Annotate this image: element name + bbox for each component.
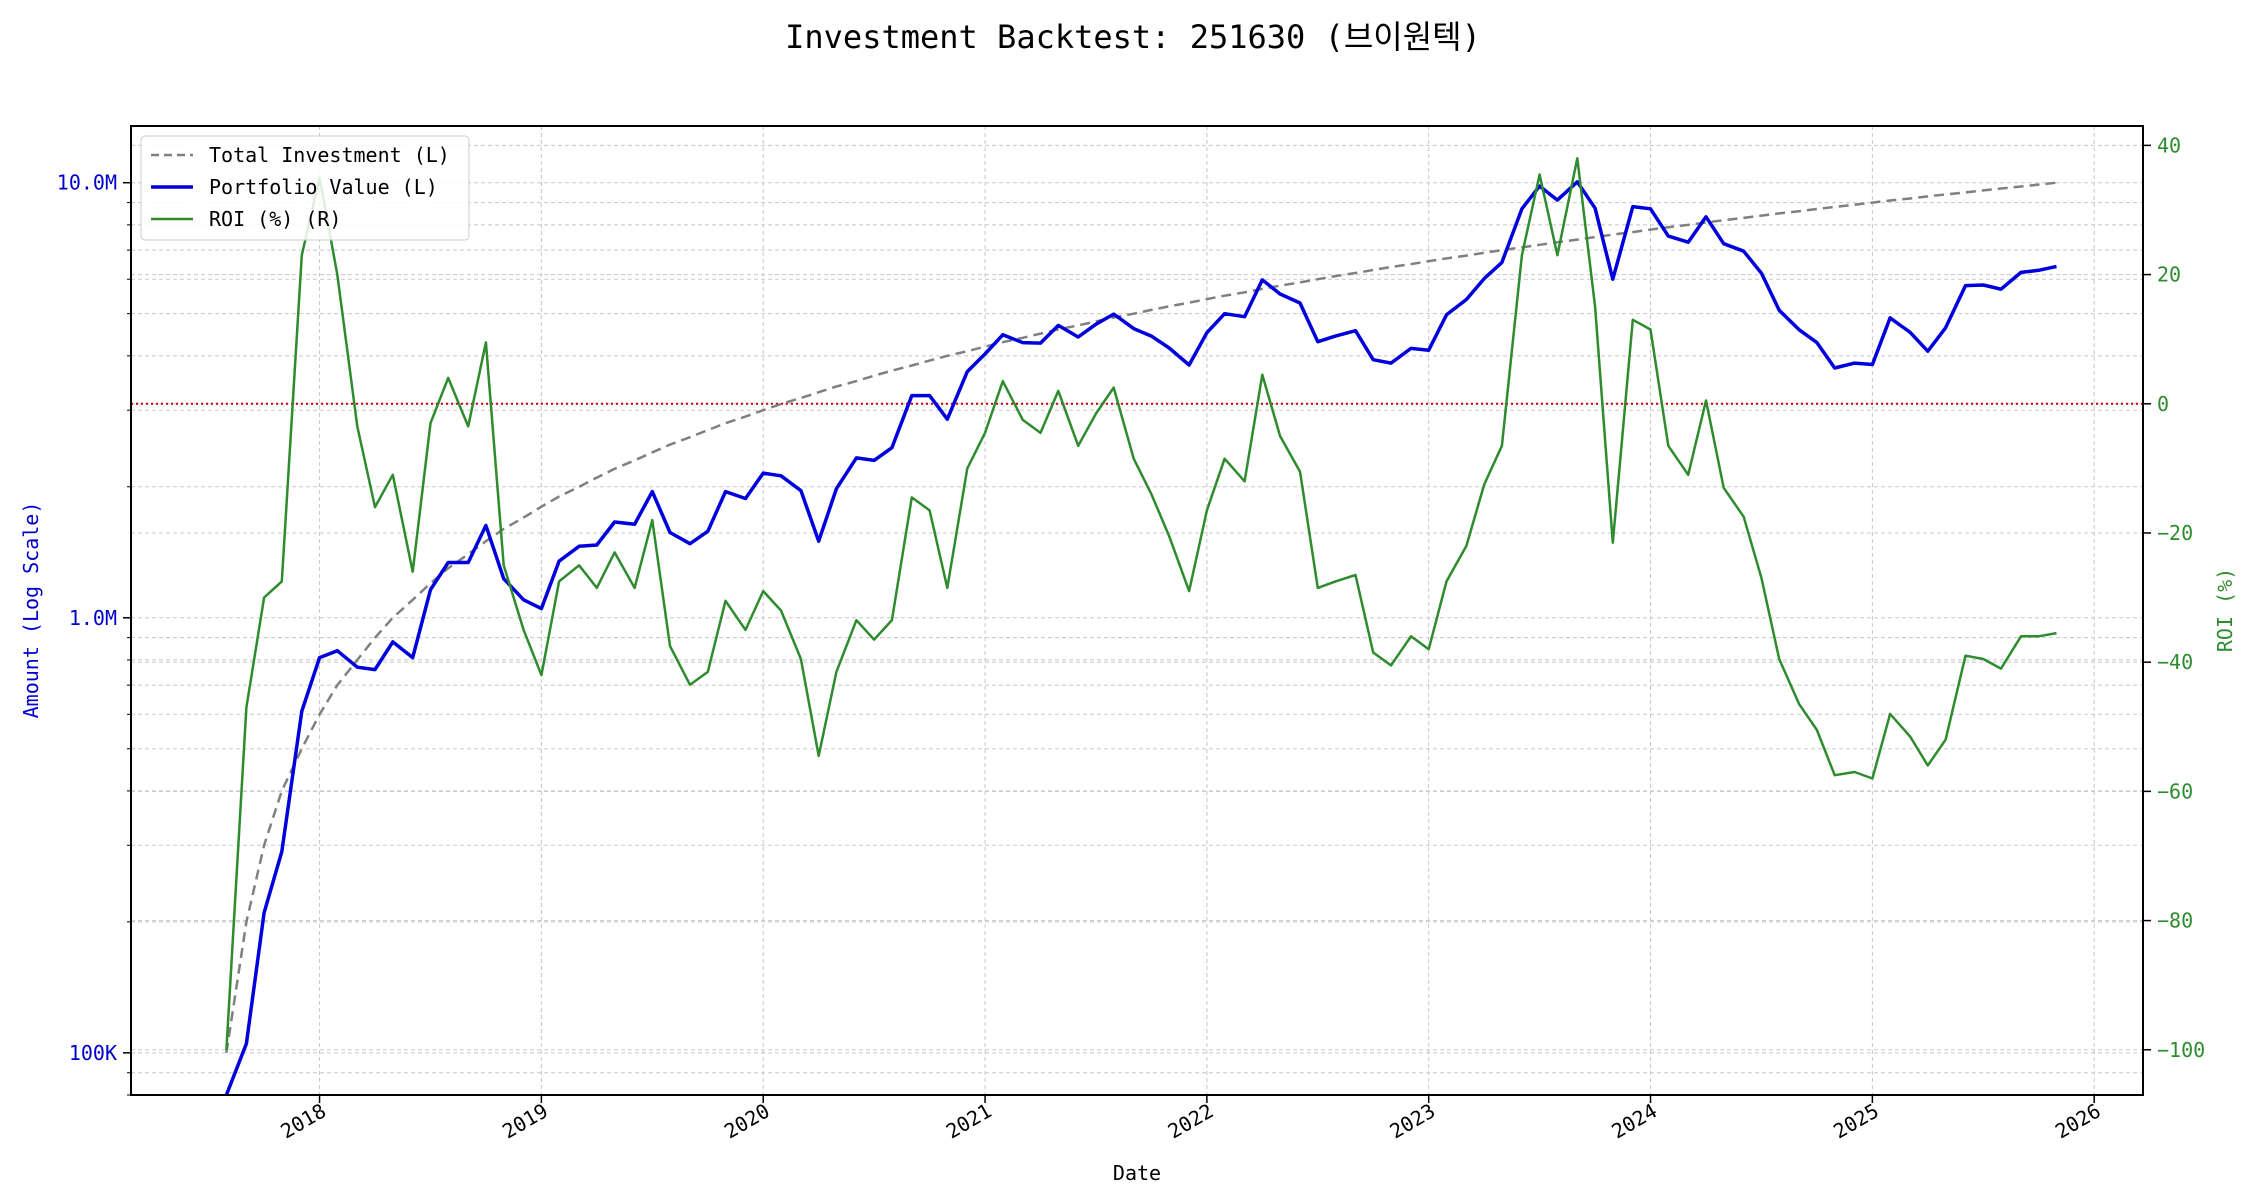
- series-line-0: [225, 181, 2057, 1053]
- x-tick-label: 2024: [1607, 1099, 1661, 1144]
- right-tick-label: 40: [2157, 133, 2181, 157]
- grid: [131, 126, 2143, 1096]
- right-tick-label: −60: [2157, 779, 2193, 803]
- legend-label-2: ROI (%) (R): [209, 207, 341, 231]
- x-axis-label: Date: [1113, 1161, 1161, 1185]
- right-tick-label: −40: [2157, 650, 2193, 674]
- series-line-1: [224, 180, 2057, 1096]
- x-tick-label: 2018: [276, 1099, 330, 1144]
- left-axis: 100K 1.0M 10.0M: [57, 171, 131, 1096]
- x-tick-label: 2025: [1829, 1099, 1883, 1144]
- x-tick-label: 2020: [720, 1099, 774, 1144]
- legend: Total Investment (L) Portfolio Value (L) R…: [140, 135, 470, 241]
- right-tick-label: −20: [2157, 521, 2193, 545]
- right-tick-label: −80: [2157, 909, 2193, 933]
- right-tick-label: 20: [2157, 263, 2181, 287]
- x-tick-label: 2022: [1164, 1099, 1218, 1144]
- series-line-2: [225, 157, 2057, 1050]
- right-tick-label: −100: [2157, 1038, 2205, 1062]
- chart-title: Investment Backtest: 251630 (브이원텍): [785, 18, 1481, 56]
- x-tick-label: 2026: [2051, 1099, 2105, 1144]
- right-axis-label: ROI (%): [2213, 568, 2237, 652]
- legend-label-1: Portfolio Value (L): [209, 175, 438, 199]
- legend-label-0: Total Investment (L): [209, 143, 450, 167]
- legend-box: [140, 135, 470, 241]
- plot-frame: [130, 125, 2144, 1096]
- series-layer: [224, 157, 2057, 1096]
- left-tick-label: 1.0M: [69, 606, 117, 630]
- left-tick-label: 100K: [69, 1041, 117, 1065]
- x-tick-label: 2023: [1385, 1099, 1439, 1144]
- x-axis: 2018 2019 2020 2021 2022 2023 2024 2025 2026: [276, 1095, 2105, 1144]
- x-tick-label: 2021: [942, 1099, 996, 1144]
- left-tick-label: 10.0M: [57, 171, 117, 195]
- right-tick-label: 0: [2157, 392, 2169, 416]
- left-axis-label: Amount (Log Scale): [19, 502, 43, 719]
- x-tick-label: 2019: [498, 1099, 552, 1144]
- right-axis: −100 −80 −60 −40 −20 0 20 40: [2143, 133, 2205, 1062]
